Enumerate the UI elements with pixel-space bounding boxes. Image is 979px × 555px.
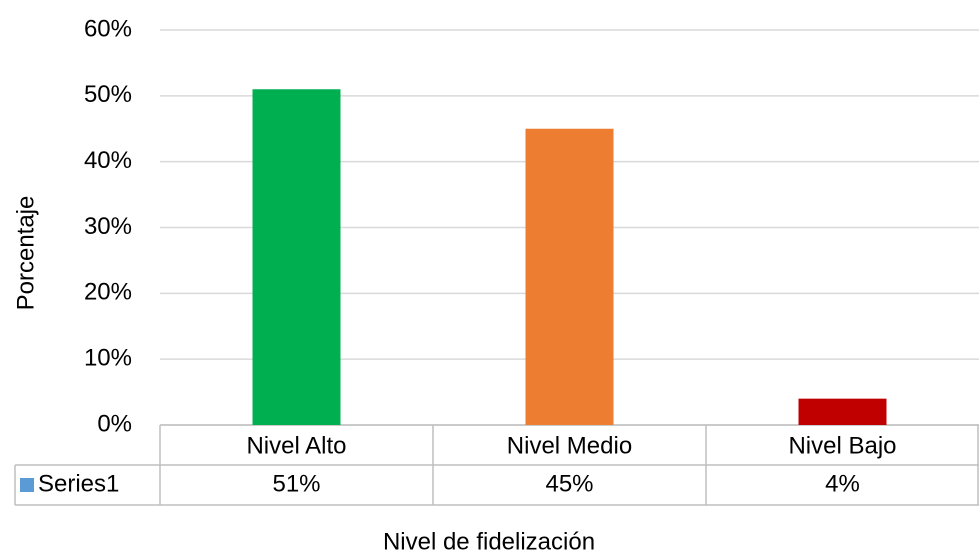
y-tick-label: 40% bbox=[84, 147, 132, 174]
y-tick-label: 20% bbox=[84, 279, 132, 306]
y-tick-label: 10% bbox=[84, 345, 132, 372]
y-tick-label: 50% bbox=[84, 81, 132, 108]
x-tick-label: Nivel Bajo bbox=[788, 432, 896, 459]
y-tick-label: 30% bbox=[84, 213, 132, 240]
bar bbox=[252, 89, 341, 425]
legend-label: Series1 bbox=[38, 470, 119, 497]
x-axis-label: Nivel de fidelización bbox=[383, 528, 595, 555]
x-tick-label: Nivel Medio bbox=[507, 432, 632, 459]
bar bbox=[525, 128, 614, 425]
y-tick-label: 60% bbox=[84, 15, 132, 42]
y-tick-label: 0% bbox=[97, 410, 132, 437]
table-value: 45% bbox=[545, 470, 593, 497]
table-value: 4% bbox=[825, 470, 860, 497]
bar bbox=[798, 398, 887, 425]
legend-swatch bbox=[20, 478, 34, 492]
y-axis-label: Porcentaje bbox=[12, 196, 39, 311]
table-value: 51% bbox=[272, 470, 320, 497]
x-tick-label: Nivel Alto bbox=[246, 432, 346, 459]
